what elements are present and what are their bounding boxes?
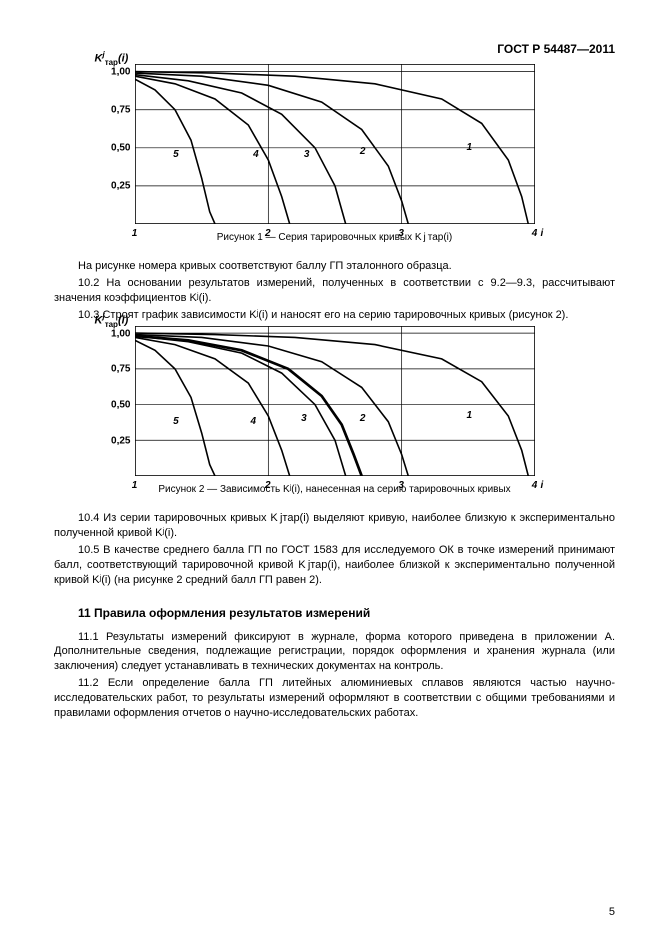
chart1-xtick: 2 xyxy=(265,228,271,239)
figure-2: Kjтар(i)1,000,750,500,251234i54321 xyxy=(54,326,615,476)
chart2-curve-label: 1 xyxy=(467,410,473,421)
section-11-heading: 11 Правила оформления результатов измере… xyxy=(78,606,615,620)
chart1-xtick: 3 xyxy=(398,228,404,239)
chart2-ytick: 0,50 xyxy=(105,399,131,410)
chart-1-area: Kjтар(i)1,000,750,500,251234i54321 xyxy=(135,64,535,224)
para-11-2: 11.2 Если определение балла ГП литейных … xyxy=(54,676,615,721)
chart2-x-axis-label: i xyxy=(541,480,544,491)
chart1-svg xyxy=(135,64,535,224)
chart1-curve-label: 5 xyxy=(173,149,179,160)
chart2-curve-label: 2 xyxy=(360,413,366,424)
chart1-ytick: 1,00 xyxy=(105,66,131,77)
chart1-curve-label: 4 xyxy=(253,149,259,160)
para-10-4: 10.4 Из серии тарировочных кривых K jтар… xyxy=(54,511,615,541)
chart2-ytick: 0,75 xyxy=(105,364,131,375)
chart2-xtick: 2 xyxy=(265,480,271,491)
body-block-3: 11.1 Результаты измерений фиксируют в жу… xyxy=(54,630,615,721)
chart2-xtick: 4 xyxy=(532,480,538,491)
chart1-ytick: 0,50 xyxy=(105,142,131,153)
page: ГОСТ Р 54487—2011 Kjтар(i)1,000,750,500,… xyxy=(0,0,661,936)
chart1-y-axis-label: Kjтар(i) xyxy=(95,50,129,67)
chart1-curve-label: 3 xyxy=(304,149,310,160)
page-number: 5 xyxy=(609,906,615,918)
chart1-xtick: 4 xyxy=(532,228,538,239)
chart2-curve-label: 5 xyxy=(173,416,179,427)
body-block-2: 10.4 Из серии тарировочных кривых K jтар… xyxy=(54,511,615,587)
chart2-ytick: 1,00 xyxy=(105,328,131,339)
figure-1: Kjтар(i)1,000,750,500,251234i54321 xyxy=(54,64,615,224)
body-block-1: На рисунке номера кривых соответствуют б… xyxy=(54,259,615,322)
chart2-xtick: 3 xyxy=(398,480,404,491)
chart1-x-axis-label: i xyxy=(541,228,544,239)
para-intro: На рисунке номера кривых соответствуют б… xyxy=(54,259,615,274)
chart1-xtick: 1 xyxy=(132,228,138,239)
para-10-5: 10.5 В качестве среднего балла ГП по ГОС… xyxy=(54,543,615,588)
para-10-3: 10.3 Строят график зависимости Kʲ(i) и н… xyxy=(54,308,615,323)
chart2-curve-label: 3 xyxy=(301,413,307,424)
document-id: ГОСТ Р 54487—2011 xyxy=(54,42,615,56)
chart1-ytick: 0,75 xyxy=(105,104,131,115)
chart1-curve-label: 2 xyxy=(360,146,366,157)
chart2-svg xyxy=(135,326,535,476)
chart1-curve-label: 1 xyxy=(467,142,473,153)
chart-2-area: Kjтар(i)1,000,750,500,251234i54321 xyxy=(135,326,535,476)
chart1-ytick: 0,25 xyxy=(105,180,131,191)
para-11-1: 11.1 Результаты измерений фиксируют в жу… xyxy=(54,630,615,675)
chart2-ytick: 0,25 xyxy=(105,435,131,446)
para-10-2: 10.2 На основании результатов измерений,… xyxy=(54,276,615,306)
chart2-xtick: 1 xyxy=(132,480,138,491)
chart2-curve-label: 4 xyxy=(251,416,257,427)
chart2-y-axis-label: Kjтар(i) xyxy=(95,312,129,329)
